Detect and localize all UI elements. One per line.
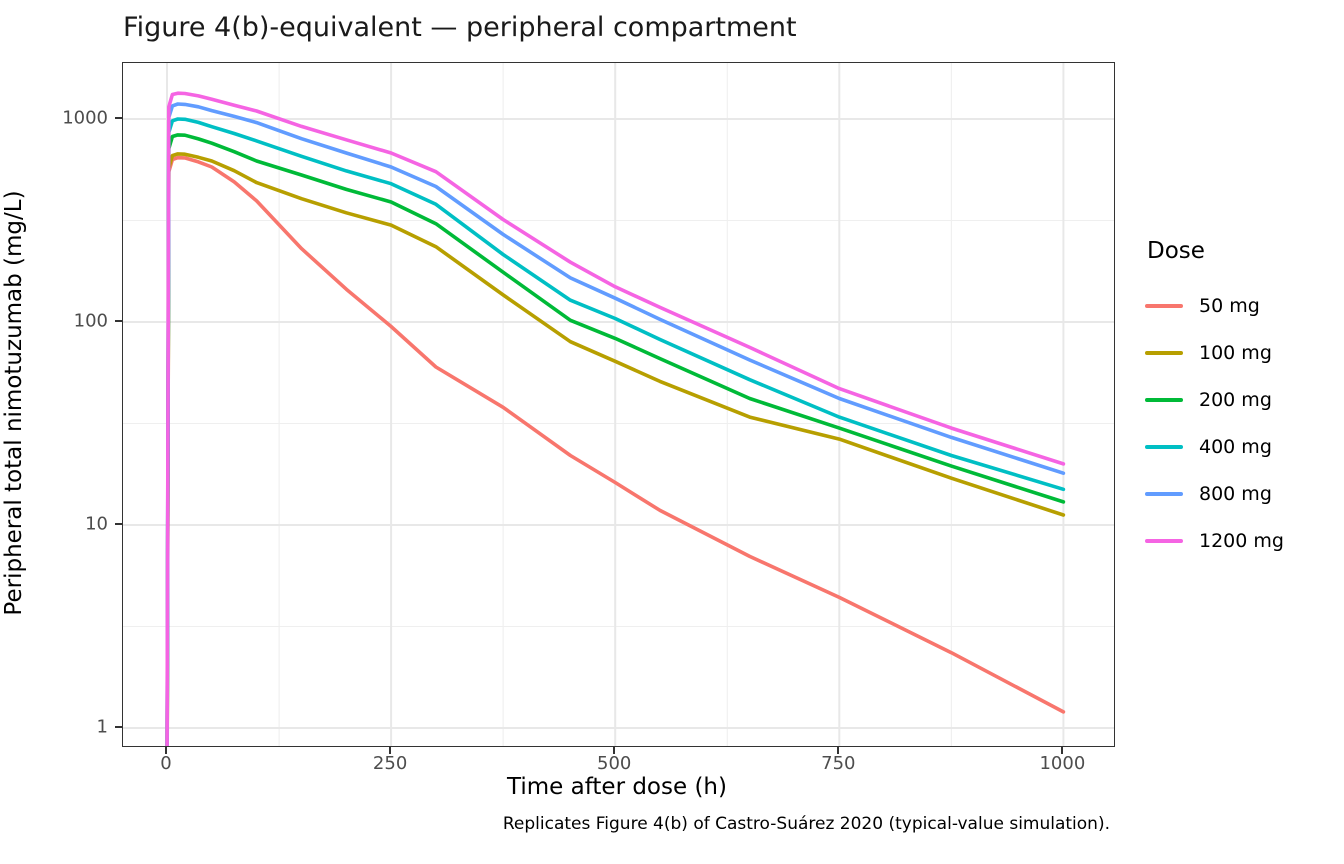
legend-item: 800 mg <box>1145 470 1284 517</box>
x-tick-label: 0 <box>160 753 172 774</box>
legend-label: 200 mg <box>1199 388 1272 411</box>
legend-item: 200 mg <box>1145 376 1284 423</box>
y-tick-label: 100 <box>73 310 108 332</box>
y-tick-label: 10 <box>85 513 108 535</box>
series-line-100mg <box>165 152 1066 746</box>
x-tickmark <box>1061 747 1064 754</box>
series-line-200mg <box>165 133 1066 746</box>
x-axis-title: Time after dose (h) <box>507 774 727 800</box>
x-tickmark <box>389 747 392 754</box>
x-tick-label: 1000 <box>1039 753 1086 774</box>
x-tick-label: 500 <box>597 753 632 774</box>
legend-label: 400 mg <box>1199 435 1272 458</box>
y-tick-label: 1 <box>96 716 108 738</box>
legend-line-swatch <box>1145 397 1183 402</box>
plot-panel <box>122 62 1115 747</box>
legend-items: 50 mg 100 mg 200 mg 400 mg 800 mg 1200 mg <box>1145 282 1284 564</box>
legend-label: 100 mg <box>1199 341 1272 364</box>
legend-line-swatch <box>1145 538 1183 543</box>
legend-title: Dose <box>1147 238 1205 264</box>
legend-line-swatch <box>1145 491 1183 496</box>
legend-line-swatch <box>1145 444 1183 449</box>
legend-line-swatch <box>1145 350 1183 355</box>
legend-line-swatch <box>1145 303 1183 308</box>
legend-item: 1200 mg <box>1145 517 1284 564</box>
y-tickmark <box>115 117 122 119</box>
series-line-1200mg <box>165 91 1066 746</box>
caption: Replicates Figure 4(b) of Castro-Suárez … <box>502 814 1110 834</box>
y-tickmark <box>115 726 122 728</box>
x-tick-label: 750 <box>821 753 856 774</box>
x-tick-label: 250 <box>372 753 408 774</box>
legend-label: 1200 mg <box>1199 529 1284 552</box>
series-line-800mg <box>165 102 1066 746</box>
y-tickmark <box>115 523 122 525</box>
legend-item: 100 mg <box>1145 329 1284 376</box>
legend-item: 400 mg <box>1145 423 1284 470</box>
series-line-400mg <box>165 117 1066 746</box>
y-tickmark <box>115 320 122 322</box>
y-tick-label: 1000 <box>62 107 108 129</box>
legend-item: 50 mg <box>1145 282 1284 329</box>
legend: Dose 50 mg 100 mg 200 mg 400 mg 800 mg 1200 m… <box>1145 238 1284 564</box>
plot-svg <box>123 63 1114 746</box>
series-line-50mg <box>165 155 1066 746</box>
legend-label: 50 mg <box>1199 294 1260 317</box>
x-tickmark <box>837 747 840 754</box>
chart-title: Figure 4(b)-equivalent — peripheral comp… <box>123 12 797 43</box>
x-tickmark <box>613 747 616 754</box>
y-axis-title: Peripheral total nimotuzumab (mg/L) <box>1 190 27 616</box>
x-tickmark <box>165 747 167 754</box>
legend-label: 800 mg <box>1199 482 1272 505</box>
